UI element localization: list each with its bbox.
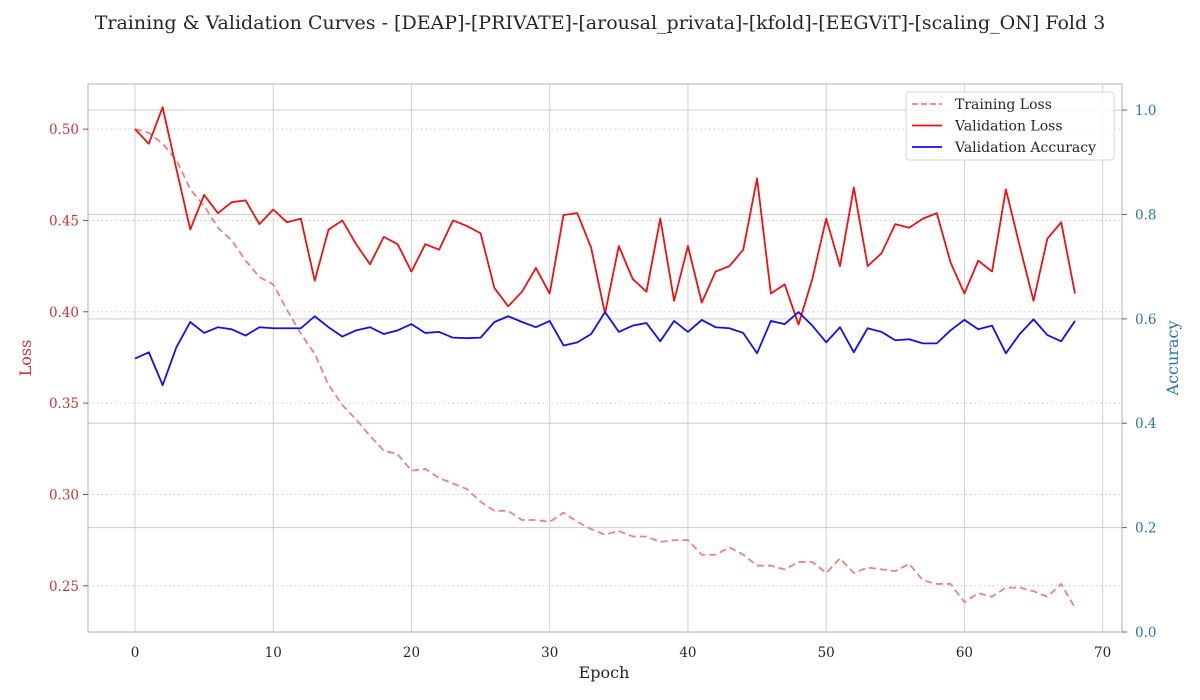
- series-line-training-loss: [134, 128, 1076, 609]
- x-tick-label: 30: [541, 645, 558, 661]
- x-tick-label: 70: [1094, 645, 1111, 661]
- y-left-tick-label: 0.45: [49, 213, 79, 229]
- plot-area: [88, 84, 1122, 632]
- y-left-tick-label: 0.40: [49, 305, 79, 321]
- y-right-tick-label: 0.4: [1135, 416, 1156, 432]
- legend-label: Validation Loss: [954, 119, 1063, 135]
- plot-frame: [87, 83, 1123, 633]
- legend-label: Training Loss: [955, 97, 1052, 113]
- legend-box: [905, 91, 1115, 161]
- x-tick-label: 50: [818, 645, 835, 661]
- series-line-validation-accuracy: [134, 311, 1076, 387]
- y-axis-right-label: Accuracy: [1163, 321, 1182, 397]
- x-tick-label: 0: [131, 645, 140, 661]
- x-tick-label: 60: [956, 645, 973, 661]
- x-tick-label: 10: [265, 645, 282, 661]
- plot-background: [88, 84, 1122, 632]
- y-left-tick-label: 0.30: [49, 487, 79, 503]
- y-axis-left-label: Loss: [16, 340, 35, 377]
- y-left-tick-label: 0.50: [49, 122, 79, 138]
- y-right-tick-label: 0.0: [1135, 625, 1156, 641]
- legend: Training Loss Validation Loss Validation A…: [905, 91, 1115, 161]
- y-left-tick-label: 0.25: [49, 579, 79, 595]
- x-tick-label: 40: [679, 645, 696, 661]
- x-tick-label: 20: [403, 645, 420, 661]
- y-right-tick-label: 0.8: [1135, 207, 1156, 223]
- y-right-tick-label: 0.6: [1135, 312, 1156, 328]
- chart-title: Training & Validation Curves - [DEAP]-[P…: [95, 12, 1106, 34]
- axis-ticks: 0 10 20 30 40 50 60 70 0.25 0.30 0.35 0.40 0.45 0.50 0…: [49, 103, 1157, 661]
- x-axis-label: Epoch: [579, 663, 630, 682]
- plot-border: [87, 83, 1123, 633]
- y-right-tick-label: 0.2: [1135, 521, 1156, 537]
- legend-label: Validation Accuracy: [954, 140, 1096, 156]
- y-left-tick-label: 0.35: [49, 396, 79, 412]
- y-right-tick-label: 1.0: [1135, 103, 1156, 119]
- series-layer: [134, 106, 1076, 609]
